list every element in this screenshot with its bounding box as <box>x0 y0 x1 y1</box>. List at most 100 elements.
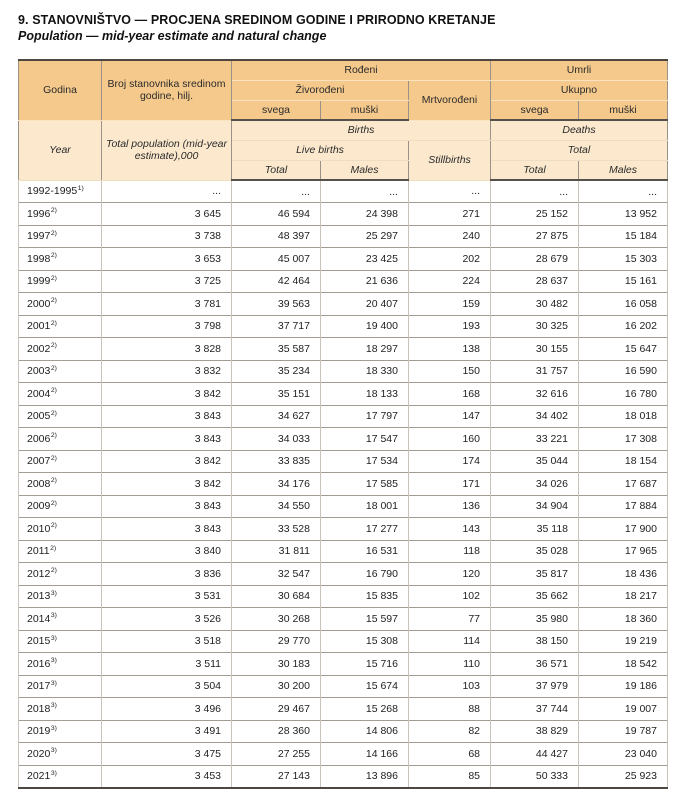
table-row: 20122) 3 836 32 547 16 790 120 35 817 18… <box>18 562 668 585</box>
table-row: 19972) 3 738 48 397 25 297 240 27 875 15… <box>18 224 668 248</box>
year-label: 2002 <box>27 342 51 355</box>
deaths-total-cell: 30 482 <box>490 292 579 315</box>
population-cell: ... <box>101 180 232 203</box>
header-mrtvorodeni: Mrtvorođeni <box>408 79 491 121</box>
stillbirths-cell: 271 <box>408 202 491 225</box>
table-row: 19962) 3 645 46 594 24 398 271 25 152 13… <box>18 202 668 225</box>
deaths-males-cell: 19 186 <box>578 674 668 698</box>
population-cell: 3 843 <box>101 404 232 428</box>
table-row: 1992-19951) ... ... ... ... ... ... <box>18 180 668 203</box>
deaths-males-cell: 18 217 <box>578 584 668 608</box>
live-births-total-cell: 27 255 <box>231 742 321 765</box>
year-label: 1992-1995 <box>27 185 78 198</box>
population-cell: 3 842 <box>101 449 232 473</box>
stillbirths-cell: 136 <box>408 494 491 518</box>
footnote-marker: 3) <box>50 634 57 642</box>
deaths-total-cell: 44 427 <box>490 742 579 765</box>
stillbirths-cell: ... <box>408 180 491 203</box>
deaths-males-cell: 18 542 <box>578 652 668 675</box>
live-births-males-cell: 18 001 <box>320 494 409 518</box>
year-label: 2000 <box>27 297 51 310</box>
footnote-marker: 3) <box>50 724 57 732</box>
deaths-total-cell: 35 028 <box>490 539 579 563</box>
table-row: 20213) 3 453 27 143 13 896 85 50 333 25 … <box>18 764 668 788</box>
year-cell: 20133) <box>18 584 102 608</box>
footnote-marker: 2) <box>50 297 57 305</box>
year-cell: 19972) <box>18 224 102 248</box>
year-cell: 19962) <box>18 202 102 225</box>
deaths-males-cell: 17 900 <box>578 517 668 540</box>
year-cell: 1992-19951) <box>18 180 102 203</box>
stillbirths-cell: 103 <box>408 674 491 698</box>
live-births-males-cell: 17 534 <box>320 449 409 473</box>
population-cell: 3 475 <box>101 742 232 765</box>
live-births-total-cell: 48 397 <box>231 224 321 248</box>
year-cell: 20052) <box>18 404 102 428</box>
live-births-males-cell: 18 330 <box>320 359 409 383</box>
deaths-total-cell: 34 904 <box>490 494 579 518</box>
table-row: 20173) 3 504 30 200 15 674 103 37 979 19… <box>18 674 668 698</box>
year-cell: 20173) <box>18 674 102 698</box>
header-total-population: Total population (mid-year estimate),000 <box>101 119 232 181</box>
year-label: 2015 <box>27 635 51 648</box>
title-block: 9. STANOVNIŠTVO — PROCJENA SREDINOM GODI… <box>0 0 682 43</box>
table-header-bosnian: Godina Broj stanovnika sredinom godine, … <box>18 59 668 121</box>
deaths-total-cell: 35 817 <box>490 562 579 585</box>
live-births-total-cell: 32 547 <box>231 562 321 585</box>
table-row: 20072) 3 842 33 835 17 534 174 35 044 18… <box>18 449 668 473</box>
live-births-males-cell: 15 716 <box>320 652 409 675</box>
live-births-total-cell: 28 360 <box>231 719 321 743</box>
year-cell: 20213) <box>18 764 102 788</box>
live-births-males-cell: 18 133 <box>320 382 409 405</box>
year-cell: 20082) <box>18 472 102 495</box>
footnote-marker: 2) <box>50 387 57 395</box>
deaths-total-cell: 30 325 <box>490 314 579 338</box>
footnote-marker: 2) <box>50 342 57 350</box>
deaths-total-cell: 34 026 <box>490 472 579 495</box>
footnote-marker: 1) <box>77 184 84 192</box>
year-cell: 19992) <box>18 269 102 293</box>
deaths-males-cell: 17 687 <box>578 472 668 495</box>
year-label: 2012 <box>27 567 51 580</box>
deaths-total-cell: 30 155 <box>490 337 579 360</box>
live-births-males-cell: 14 166 <box>320 742 409 765</box>
table-row: 20203) 3 475 27 255 14 166 68 44 427 23 … <box>18 742 668 765</box>
footnote-marker: 3) <box>50 657 57 665</box>
deaths-total-cell: 25 152 <box>490 202 579 225</box>
live-births-males-cell: 17 277 <box>320 517 409 540</box>
deaths-total-cell: 33 221 <box>490 427 579 450</box>
year-cell: 20193) <box>18 719 102 743</box>
stillbirths-cell: 159 <box>408 292 491 315</box>
deaths-total-cell: 35 662 <box>490 584 579 608</box>
year-label: 2020 <box>27 747 51 760</box>
table-row: 20102) 3 843 33 528 17 277 143 35 118 17… <box>18 517 668 540</box>
stillbirths-cell: 68 <box>408 742 491 765</box>
stillbirths-cell: 171 <box>408 472 491 495</box>
stillbirths-cell: 82 <box>408 719 491 743</box>
footnote-marker: 2) <box>50 319 57 327</box>
footnote-marker: 2) <box>50 207 57 215</box>
header-umrli: Umrli <box>490 59 668 81</box>
live-births-males-cell: 16 531 <box>320 539 409 563</box>
population-cell: 3 491 <box>101 719 232 743</box>
table-row: 19992) 3 725 42 464 21 636 224 28 637 15… <box>18 269 668 293</box>
deaths-total-cell: 27 875 <box>490 224 579 248</box>
year-label: 1998 <box>27 252 51 265</box>
footnote-marker: 2) <box>50 409 57 417</box>
table-row: 20082) 3 842 34 176 17 585 171 34 026 17… <box>18 472 668 495</box>
population-cell: 3 842 <box>101 382 232 405</box>
deaths-total-cell: 37 979 <box>490 674 579 698</box>
footnote-marker: 2) <box>50 544 57 552</box>
table-row: 20163) 3 511 30 183 15 716 110 36 571 18… <box>18 652 668 675</box>
population-cell: 3 526 <box>101 607 232 630</box>
header-total-deaths: Total <box>490 159 579 181</box>
table-row: 20022) 3 828 35 587 18 297 138 30 155 15… <box>18 337 668 360</box>
stillbirths-cell: 138 <box>408 337 491 360</box>
live-births-males-cell: 24 398 <box>320 202 409 225</box>
year-cell: 20122) <box>18 562 102 585</box>
year-label: 2019 <box>27 725 51 738</box>
deaths-males-cell: 16 058 <box>578 292 668 315</box>
deaths-males-cell: 18 436 <box>578 562 668 585</box>
table-row: 20092) 3 843 34 550 18 001 136 34 904 17… <box>18 494 668 518</box>
live-births-males-cell: 17 547 <box>320 427 409 450</box>
